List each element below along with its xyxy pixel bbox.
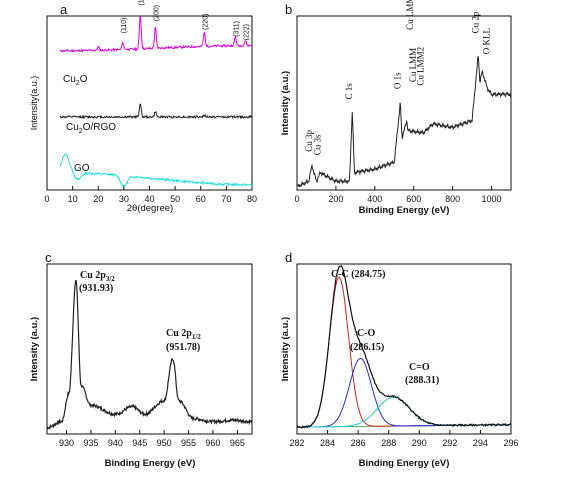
panel-a-peak-label: (311) [233, 21, 240, 37]
panel-c-series [46, 280, 253, 431]
panel-a-tick-label: 60 [196, 194, 206, 204]
panel-d-tick-label: 286 [351, 438, 366, 448]
peak-value-cu2p12: (951.78) [166, 342, 200, 353]
panel-a-peak-label: (200) [153, 5, 160, 21]
peak-label-co: C-O [357, 328, 376, 339]
panel-c-tick-label: 965 [230, 438, 245, 448]
peak-label-cu2p32: Cu 2p3/2 [80, 270, 115, 283]
panel-b-xticks: 0 200 400 600 800 1000 [294, 186, 502, 204]
panel-letter-c: c [45, 250, 52, 265]
panel-letter-a: a [60, 2, 68, 17]
peak-value-c-double-o: (288.31) [405, 375, 439, 386]
legend-cu2o: Cu2O [63, 74, 88, 87]
panel-d-tick-label: 282 [289, 438, 304, 448]
panel-a-ylabel: Intensity(a.u.) [29, 76, 39, 131]
panel-a-tick-label: 50 [170, 194, 180, 204]
panel-c-series-line [46, 280, 253, 431]
panel-c-tick-label: 940 [108, 438, 123, 448]
panel-a-peak-label: (222) [243, 24, 250, 40]
panel-a-series-line [59, 153, 253, 187]
panel-letter-d: d [285, 250, 292, 265]
panel-c-tick-label: 955 [181, 438, 196, 448]
panel-d-measured-line [296, 264, 512, 429]
panel-d-chart: 282 284 286 288 290 292 294 296 Binding Energy … [280, 263, 519, 469]
panel-b-tick-label: 1000 [482, 194, 502, 204]
panel-d-component-curve [297, 357, 512, 428]
panel-b-peak-label: Cu 2p [470, 11, 480, 33]
panel-c-tick-label: 930 [59, 438, 74, 448]
panel-b-peak-label: O 1s [392, 72, 402, 89]
panel-c-chart: 930 935 940 945 950 955 960 965 Binding Energy … [29, 263, 253, 469]
panel-d-tick-label: 296 [503, 438, 518, 448]
panel-d-ylabel: Intensity (a.u.) [280, 317, 291, 381]
panel-b-tick-label: 400 [367, 194, 382, 204]
panel-c-tick-label: 960 [205, 438, 220, 448]
panel-b-peak-label: Cu LMM1 [405, 0, 415, 30]
panel-b-tick-label: 600 [406, 194, 421, 204]
panel-a-tick-label: 10 [68, 194, 78, 204]
panel-a-tick-label: 40 [144, 194, 154, 204]
panel-a-chart: 0 10 20 30 40 50 60 70 80 (110) (111) (200) (220) (3… [29, 0, 257, 214]
panel-b-peak-label: C 1s [344, 83, 354, 100]
panel-b-peak-label: O KLL [482, 28, 492, 54]
panel-c-tick-label: 935 [83, 438, 98, 448]
panel-d-tick-label: 284 [320, 438, 335, 448]
peak-value-cu2p32: (931.93) [79, 283, 113, 294]
panel-a-tick-label: 70 [221, 194, 231, 204]
panel-c-xlabel: Binding Energy (eV) [105, 458, 196, 469]
panel-b-peak-label: Cu LMM [408, 48, 418, 82]
panel-b-tick-label: 800 [445, 194, 460, 204]
panel-b-series [296, 56, 512, 188]
panel-a-series-line [59, 15, 253, 53]
panel-d-series [296, 264, 512, 429]
panel-a-peak-label: (220) [202, 14, 209, 30]
peak-label-cu2p12: Cu 2p1/2 [166, 328, 201, 341]
panel-a-peak-label: (110) [121, 18, 128, 34]
panel-c-tick-label: 950 [157, 438, 172, 448]
legend-go: GO [74, 163, 90, 174]
panel-d-component-curve [297, 276, 512, 428]
panel-c-tick-label: 945 [132, 438, 147, 448]
panel-a-peak-label: (111) [138, 0, 145, 6]
panel-b-frame [296, 15, 512, 191]
panel-a-tick-label: 0 [44, 194, 49, 204]
panel-a-xlabel: 2θ(degree) [127, 203, 173, 214]
panel-d-component-curve [297, 396, 512, 428]
panel-b-tick-label: 0 [294, 194, 299, 204]
panel-c-xticks: 930 935 940 945 950 955 960 965 [59, 430, 245, 448]
peak-value-co: (286.15) [350, 342, 384, 353]
panel-a-series-line [59, 103, 253, 120]
peak-label-cc: C-C (284.75) [331, 269, 385, 280]
panel-b-ylabel: Intensity (a.u.) [280, 71, 291, 135]
panel-b-peak-label: Cu LMM2 [415, 47, 425, 86]
legend-cu2o-rgo: Cu2O/RGO [66, 122, 116, 135]
panel-a-tick-label: 20 [93, 194, 103, 204]
panel-letter-b: b [285, 2, 292, 17]
panel-a-peak-labels: (110) (111) (200) (220) (311)(222) [121, 0, 250, 40]
panel-d-tick-label: 288 [381, 438, 396, 448]
panel-a-xticks: 0 10 20 30 40 50 60 70 80 [44, 186, 257, 204]
peak-label-c-double-o: C=O [409, 362, 430, 373]
panel-d-xticks: 282 284 286 288 290 292 294 296 [289, 430, 519, 448]
panel-b-xlabel: Binding Energy (eV) [359, 205, 450, 216]
panel-c-ylabel: Intensity (a.u.) [29, 317, 40, 381]
panel-d-tick-label: 290 [412, 438, 427, 448]
panel-b-tick-label: 200 [328, 194, 343, 204]
panel-d-xlabel: Binding Energy (eV) [359, 458, 450, 469]
panel-b-peak-label: Cu 3s [312, 134, 322, 155]
panel-d-tick-label: 292 [442, 438, 457, 448]
panel-b-series-line [296, 56, 512, 188]
panel-b-peak-label: Cu 3p [304, 129, 314, 151]
panel-a-tick-label: 30 [119, 194, 129, 204]
panel-d-tick-label: 294 [473, 438, 488, 448]
panel-a-tick-label: 80 [247, 194, 257, 204]
panel-c-frame [46, 263, 253, 435]
panel-d-frame [296, 263, 512, 435]
panel-a-series [59, 15, 253, 187]
